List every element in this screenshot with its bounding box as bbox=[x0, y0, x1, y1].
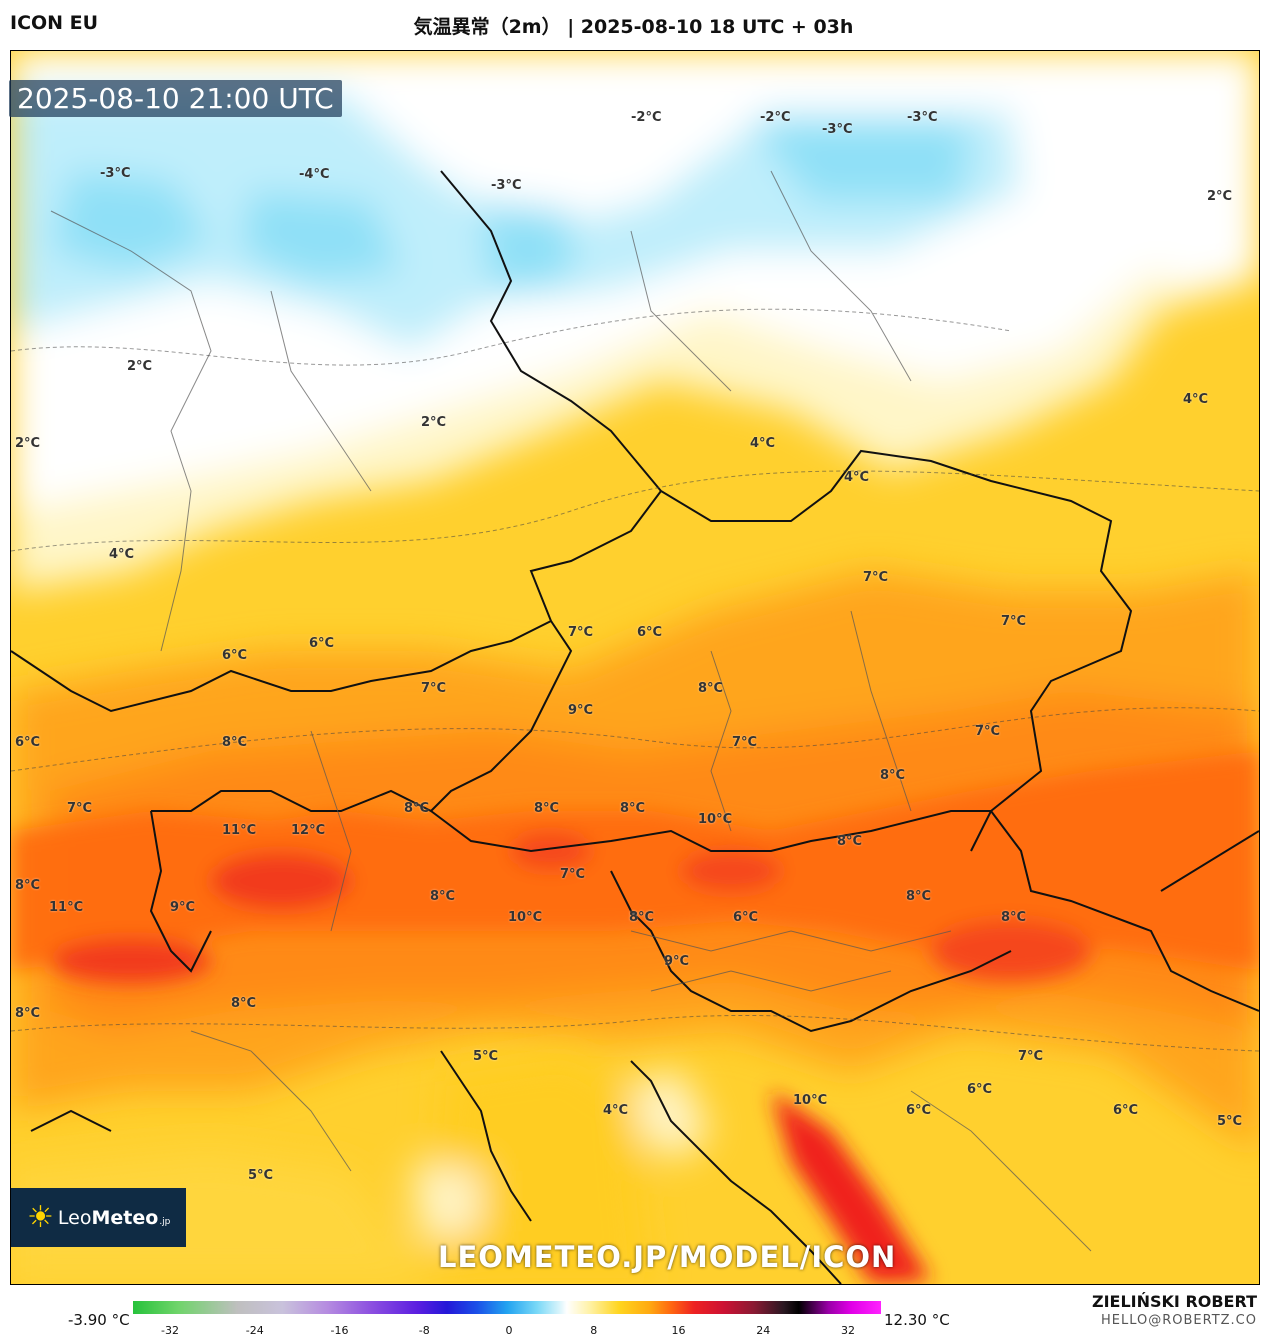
temperature-label: 10°C bbox=[793, 1093, 828, 1108]
anomaly-field bbox=[11, 51, 1259, 1284]
site-watermark: LEOMETEO.JP/MODEL/ICON bbox=[438, 1240, 897, 1274]
temperature-label: -3°C bbox=[907, 110, 938, 125]
colorbar-max-label: 12.30 °C bbox=[884, 1311, 950, 1329]
temperature-label: 2°C bbox=[421, 415, 447, 430]
temperature-label: 6°C bbox=[1113, 1103, 1139, 1118]
temperature-label: 8°C bbox=[620, 801, 646, 816]
temperature-label: 8°C bbox=[404, 801, 430, 816]
temperature-label: -3°C bbox=[822, 122, 853, 137]
colorbar-tick: 24 bbox=[756, 1324, 771, 1337]
isotherms bbox=[11, 308, 1259, 1052]
temperature-label: -2°C bbox=[760, 110, 791, 125]
temperature-label: 8°C bbox=[880, 768, 906, 783]
valid-time-badge: 2025-08-10 21:00 UTC bbox=[9, 80, 342, 117]
temperature-label: -2°C bbox=[631, 110, 662, 125]
temperature-label: 5°C bbox=[248, 1168, 274, 1183]
temperature-label: 6°C bbox=[637, 625, 663, 640]
temperature-label: -4°C bbox=[299, 167, 330, 182]
temperature-label: 8°C bbox=[698, 681, 724, 696]
colorbar-tick: -16 bbox=[330, 1324, 349, 1337]
colorbar-tick: -24 bbox=[245, 1324, 264, 1337]
temperature-label: 8°C bbox=[430, 889, 456, 904]
model-name: ICON EU bbox=[10, 12, 99, 34]
temperature-label: 4°C bbox=[109, 547, 135, 562]
region-borders bbox=[50, 170, 1092, 1252]
temperature-label: 10°C bbox=[508, 910, 543, 925]
colorbar bbox=[133, 1301, 881, 1314]
temperature-label: 8°C bbox=[15, 1006, 41, 1021]
temperature-label: 7°C bbox=[1018, 1049, 1044, 1064]
temperature-label: 2°C bbox=[1207, 189, 1233, 204]
temperature-label: 7°C bbox=[732, 735, 758, 750]
temperature-label: 11°C bbox=[49, 900, 84, 915]
temperature-label: 7°C bbox=[975, 724, 1001, 739]
colorbar-tick: 16 bbox=[671, 1324, 686, 1337]
temperature-label: 7°C bbox=[421, 681, 447, 696]
temperature-label: 7°C bbox=[568, 625, 594, 640]
temperature-label: 7°C bbox=[1001, 614, 1027, 629]
temperature-label: 5°C bbox=[1217, 1114, 1243, 1129]
colorbar-tick: 0 bbox=[505, 1324, 513, 1337]
temperature-label: 4°C bbox=[603, 1103, 629, 1118]
temperature-label: 8°C bbox=[15, 878, 41, 893]
temperature-label: 8°C bbox=[534, 801, 560, 816]
temperature-label: 9°C bbox=[568, 703, 594, 718]
temperature-label: 8°C bbox=[837, 834, 863, 849]
temperature-label: 6°C bbox=[222, 648, 248, 663]
temperature-label: 11°C bbox=[222, 823, 257, 838]
logo-text: LeoMeteo bbox=[57, 1206, 159, 1229]
temperature-label: 8°C bbox=[222, 735, 248, 750]
temperature-label: 2°C bbox=[15, 436, 41, 451]
temperature-label: 6°C bbox=[967, 1082, 993, 1097]
colorbar-tick: -32 bbox=[161, 1324, 179, 1337]
temperature-label: 12°C bbox=[291, 823, 326, 838]
temperature-label: 4°C bbox=[1183, 392, 1209, 407]
temperature-label: 5°C bbox=[473, 1049, 499, 1064]
temperature-label: 4°C bbox=[750, 436, 776, 451]
temperature-label: 2°C bbox=[127, 359, 153, 374]
colorbar-tick: 8 bbox=[590, 1324, 598, 1337]
country-borders bbox=[11, 170, 1259, 1284]
temperature-label: 10°C bbox=[698, 812, 733, 827]
author-credit: ZIELIŃSKI ROBERT bbox=[1091, 1292, 1257, 1311]
leometeo-logo: ☀ LeoMeteo .jp bbox=[11, 1188, 186, 1247]
temperature-label: 7°C bbox=[67, 801, 93, 816]
temperature-label: 8°C bbox=[906, 889, 932, 904]
temperature-label: 8°C bbox=[231, 996, 257, 1011]
colorbar-tick: -8 bbox=[418, 1324, 430, 1337]
map-title: 気温異常（2m） | 2025-08-10 18 UTC + 03h bbox=[413, 16, 854, 38]
author-contact: HELLO@ROBERTZ.CO bbox=[1100, 1313, 1257, 1328]
temperature-label: 6°C bbox=[15, 735, 41, 750]
temperature-label: 9°C bbox=[664, 954, 690, 969]
temperature-label: 7°C bbox=[863, 570, 889, 585]
temperature-label: 8°C bbox=[629, 910, 655, 925]
temperature-label: 6°C bbox=[733, 910, 759, 925]
temperature-label: 9°C bbox=[170, 900, 196, 915]
temperature-label: -3°C bbox=[100, 166, 131, 181]
temperature-label: -3°C bbox=[491, 178, 522, 193]
sun-icon: ☀ bbox=[27, 1199, 54, 1235]
anomaly-map: -3°C -4°C -3°C -2°C -2°C -3°C -3°C 2°C 2°C 2°C 2°C… bbox=[10, 50, 1260, 1285]
temperature-label: 6°C bbox=[906, 1103, 932, 1118]
temperature-label: 7°C bbox=[560, 867, 586, 882]
logo-suffix: .jp bbox=[159, 1216, 171, 1227]
colorbar-tick: 32 bbox=[841, 1324, 855, 1337]
temperature-label: 4°C bbox=[844, 470, 870, 485]
temperature-label: 8°C bbox=[1001, 910, 1027, 925]
temperature-label: 6°C bbox=[309, 636, 335, 651]
colorbar-min-label: -3.90 °C bbox=[68, 1311, 130, 1329]
